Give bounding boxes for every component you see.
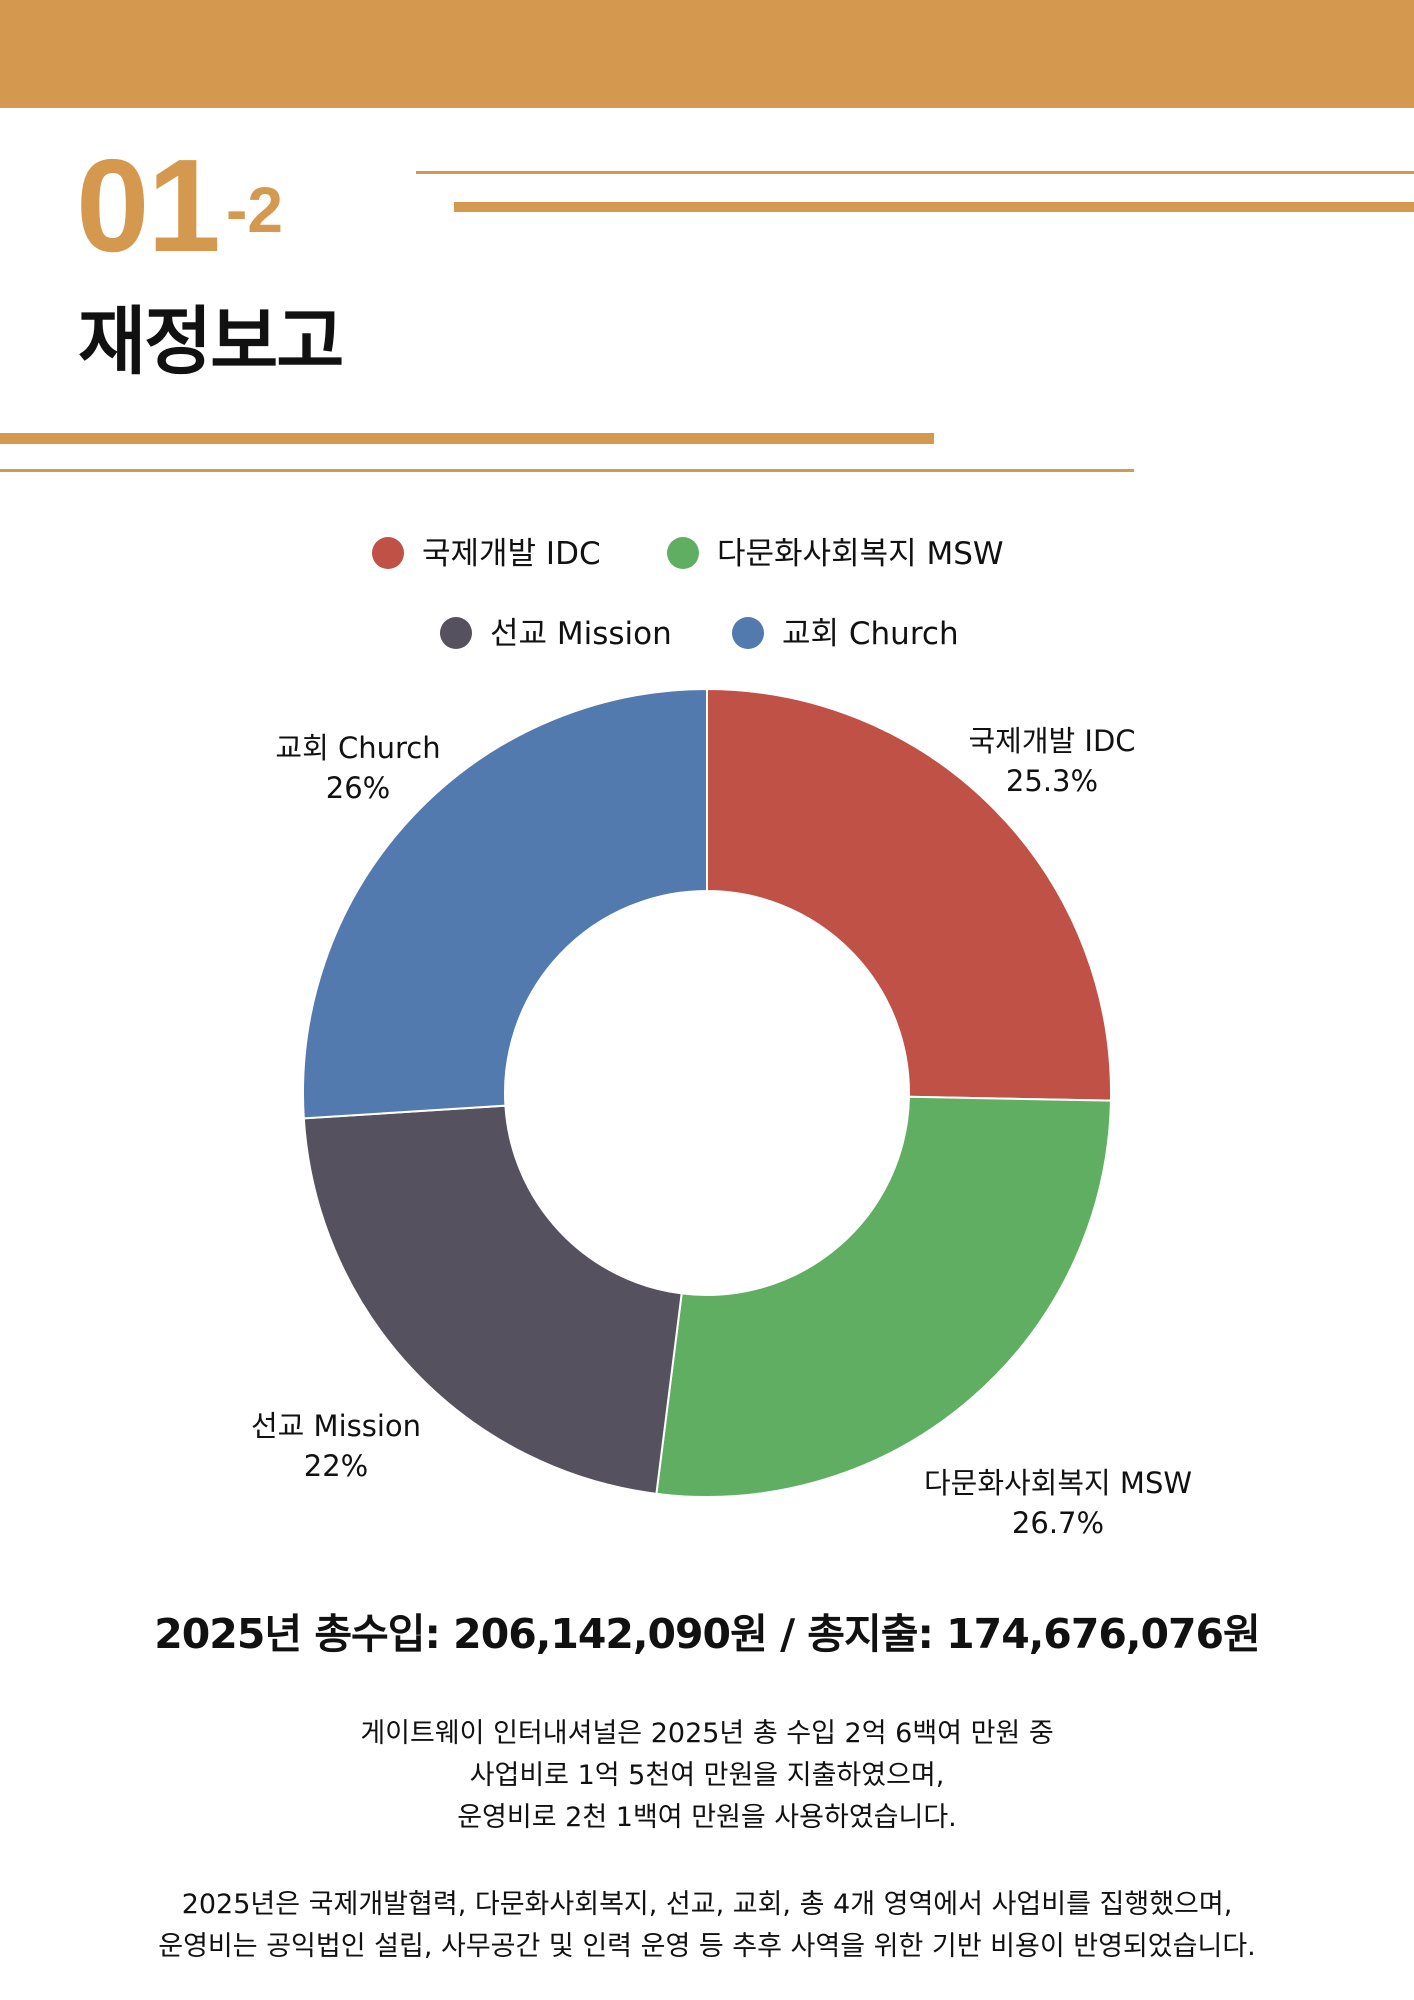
- section-number: 01: [76, 132, 221, 279]
- financial-summary: 2025년 총수입: 206,142,090원 / 총지출: 174,676,0…: [154, 1610, 1261, 1658]
- decorative-line-top-thick: [454, 202, 1414, 212]
- description-paragraph-1: 게이트웨이 인터내셔널은 2025년 총 수입 2억 6백여 만원 중 사업비로…: [0, 1713, 1414, 1839]
- legend-marker-church: [732, 617, 764, 649]
- paragraph-2-line: 2025년은 국제개발협력, 다문화사회복지, 선교, 교회, 총 4개 영역에…: [181, 1889, 1233, 1920]
- page-title: 재정보고: [78, 299, 344, 385]
- decorative-line-top-thin: [416, 171, 1414, 174]
- top-header-band: [0, 0, 1414, 108]
- chart-slices: [302, 687, 1112, 1498]
- legend-label-church: 교회 Church: [782, 616, 959, 652]
- donut-slice-mission: [302, 1104, 683, 1495]
- chart-legend: 국제개발 IDC 다문화사회복지 MSW 선교 Mission 교회 Church: [372, 536, 1004, 652]
- section-sub-number: -2: [226, 174, 283, 246]
- donut-slice-church: [302, 687, 708, 1120]
- donut-chart: 국제개발 IDC 다문화사회복지 MSW 선교 Mission 교회 Church 국…: [251, 536, 1192, 1540]
- legend-marker-mission: [440, 617, 472, 649]
- legend-label-msw: 다문화사회복지 MSW: [717, 536, 1004, 572]
- paragraph-1-line: 사업비로 1억 5천여 만원을 지출하였으며,: [469, 1760, 945, 1791]
- donut-slice-msw: [655, 1095, 1112, 1498]
- donut-slice-idc: [706, 687, 1112, 1102]
- slice-label-value-mission: 22%: [304, 1449, 368, 1483]
- slice-label-name-mission: 선교 Mission: [251, 1409, 421, 1443]
- paragraph-1-line: 게이트웨이 인터내셔널은 2025년 총 수입 2억 6백여 만원 중: [360, 1718, 1054, 1749]
- slice-label-name-idc: 국제개발 IDC: [968, 724, 1135, 758]
- decorative-line-bottom-thin: [0, 469, 1134, 472]
- paragraph-2-line: 운영비는 공익법인 설립, 사무공간 및 인력 운영 등 추후 사역을 위한 기…: [158, 1931, 1256, 1962]
- paragraph-1-line: 운영비로 2천 1백여 만원을 사용하였습니다.: [457, 1802, 957, 1833]
- description-paragraph-2: 2025년은 국제개발협력, 다문화사회복지, 선교, 교회, 총 4개 영역에…: [0, 1884, 1414, 1968]
- chart-slice-labels: 국제개발 IDC 25.3% 다문화사회복지 MSW 26.7% 선교 Mission 2…: [251, 724, 1192, 1540]
- slice-label-value-msw: 26.7%: [1012, 1506, 1104, 1540]
- slice-label-value-idc: 25.3%: [1006, 764, 1098, 798]
- legend-marker-idc: [372, 537, 404, 569]
- legend-label-idc: 국제개발 IDC: [422, 536, 601, 572]
- slice-label-name-church: 교회 Church: [275, 731, 440, 765]
- legend-marker-msw: [667, 537, 699, 569]
- legend-label-mission: 선교 Mission: [490, 616, 672, 652]
- slice-label-name-msw: 다문화사회복지 MSW: [924, 1466, 1192, 1500]
- slice-label-value-church: 26%: [326, 771, 390, 805]
- decorative-line-bottom-thick: [0, 433, 934, 444]
